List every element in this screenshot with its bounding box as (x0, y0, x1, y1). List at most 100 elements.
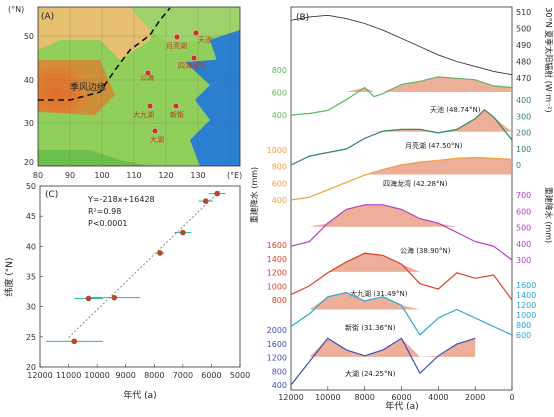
map-site-label: 大湖 (150, 135, 164, 144)
record-axis-tick-label: 1200 (516, 301, 536, 310)
record-axis-tick-label: 200 (516, 129, 531, 138)
scatter-panel: (C) Y=-218x+16428 R²=0.98 P<0.0001 纬度 (°… (3, 182, 250, 401)
records-x-ticks: 12000 10000 8000 6000 4000 2000 0 (278, 386, 515, 402)
map-south-land (38, 150, 150, 166)
records-xlabel: 年代 (a) (385, 400, 418, 412)
map-lat-tick-label: 20 (24, 158, 34, 167)
record-series: 公海 (38.90°N) 700 600 500 400 300 (290, 191, 531, 265)
map-site-label: 四海龙湾 (178, 61, 206, 70)
record-axis-tick-label: 300 (516, 256, 531, 265)
record-series-label: 天池 (48.74°N) (430, 105, 481, 114)
record-axis-tick-label: 400 (272, 381, 287, 390)
record-axis-tick-label: 1000 (516, 311, 536, 320)
map-lon-tick-label: 110 (126, 171, 141, 180)
scatter-points (45, 190, 226, 345)
scatter-y-ticks: 50 45 40 35 30 25 20 (26, 182, 43, 372)
record-highstand-fill (291, 157, 512, 175)
map-lon-ticks: 80 90 100 110 120 130 (33, 171, 206, 180)
map-site-marker (144, 69, 152, 77)
record-axis-tick-label: 1600 (516, 281, 536, 290)
scatter-y-tick-label: 30 (26, 303, 36, 312)
insolation-line (290, 14, 513, 76)
monsoon-boundary-line (38, 7, 171, 101)
scatter-x-tick-label: 11000 (56, 371, 81, 380)
scatter-y-tick-label: 25 (26, 333, 36, 342)
scatter-x-tick-label: 12000 (27, 371, 52, 380)
scatter-x-tick-label: 8000 (144, 371, 164, 380)
scatter-x-tick-label: 7000 (173, 371, 193, 380)
scatter-x-tick-label: 10000 (84, 371, 109, 380)
map-site-marker (190, 54, 198, 62)
scatter-y-tick-label: 20 (26, 363, 36, 372)
record-axis-tick-label: 800 (272, 367, 287, 376)
record-axis-tick-label: 700 (516, 191, 531, 200)
record-line (290, 291, 513, 336)
scatter-y-tick-label: 50 (26, 182, 36, 191)
insolation-axis-label: 30°N 夏季太阳辐射 (W·m⁻²) (544, 7, 554, 112)
scatter-annotation-r2: R²=0.98 (88, 207, 121, 216)
scatter-x-ticks: 12000 11000 10000 9000 8000 7000 6000 5000 (27, 364, 250, 380)
scatter-x-tick-label: 6000 (201, 371, 221, 380)
map-site-marker (192, 29, 200, 37)
record-line (290, 76, 513, 116)
map-lat-unit: (°N) (8, 5, 24, 14)
scatter-point (85, 295, 92, 302)
record-axis-tick-label: 1200 (267, 269, 287, 278)
record-axis-tick-label: 600 (272, 179, 287, 188)
record-axis-tick-label: 400 (272, 111, 287, 120)
precip-left-axis-label: 重建降水 (mm) (249, 167, 259, 223)
record-axis-tick-label: 2000 (267, 326, 287, 335)
map-lon-tick-label: 90 (65, 171, 75, 180)
record-highstand-fill (291, 253, 512, 272)
records-x-tick-label: 2000 (465, 393, 485, 402)
record-axis-tick-label: 500 (516, 224, 531, 233)
map-frame (37, 6, 241, 167)
record-series: 月亮湖 (47.50°N) 400 300 200 100 0 (290, 96, 531, 170)
records-x-tick-label: 0 (509, 393, 514, 402)
scatter-xlabel: 年代 (a) (123, 389, 156, 401)
record-series-label: 大湖 (24.25°N) (345, 369, 396, 378)
map-site-marker (146, 102, 154, 110)
records-x-tick-label: 8000 (354, 393, 374, 402)
record-series-label: 新街 (31.36°N) (345, 323, 396, 332)
record-series: 天池 (48.74°N) 800 600 400 (272, 66, 513, 120)
scatter-point (214, 190, 220, 197)
scatter-point (111, 294, 118, 301)
scatter-y-tick-label: 45 (26, 212, 36, 221)
map-lon-tick-label: 100 (94, 171, 109, 180)
record-axis-tick-label: 400 (272, 196, 287, 205)
record-line (290, 337, 476, 386)
records-x-tick-label: 10000 (315, 393, 340, 402)
insolation-tick-label: 500 (516, 25, 531, 34)
record-axis-tick-label: 400 (516, 96, 531, 105)
map-panel: 季风边缘 (A) (°N) (°E) 50 40 30 20 80 90 100 110 12… (8, 5, 242, 180)
record-axis-tick-label: 1400 (516, 291, 536, 300)
map-plateau-core (38, 60, 115, 115)
records-frame (290, 6, 513, 391)
map-site-label: 月亮湖 (166, 41, 187, 50)
map-lat-tick-label: 30 (24, 119, 34, 128)
insolation-tick-label: 510 (516, 8, 531, 17)
map-lat-ticks: 50 40 30 20 (24, 32, 34, 167)
record-axis-tick-label: 800 (272, 163, 287, 172)
map-site-label: 公海 (140, 73, 154, 82)
record-axis-tick-label: 0 (516, 161, 521, 170)
map-site-marker (173, 33, 181, 41)
record-series-label: 四海龙湾 (42.28°N) (383, 179, 448, 188)
record-series: 大湖 (24.25°N) 2000 1600 1200 800 400 (267, 326, 476, 390)
map-site-label: 新街 (170, 110, 184, 119)
record-series-label: 月亮湖 (47.50°N) (405, 141, 463, 150)
record-line (290, 109, 513, 166)
scatter-y-tick-label: 35 (26, 273, 36, 282)
scatter-annotation-p: P<0.0001 (88, 219, 128, 228)
insolation-tick-label: 480 (516, 58, 531, 67)
map-lat-tick-label: 50 (24, 32, 34, 41)
map-site-label: 天池 (198, 35, 212, 44)
precip-right-axis-label: 重建降水 (mm) (544, 187, 554, 243)
map-site-marker (151, 127, 159, 135)
panel-c-label: (C) (45, 190, 58, 200)
map-lon-unit: (°E) (227, 171, 242, 180)
